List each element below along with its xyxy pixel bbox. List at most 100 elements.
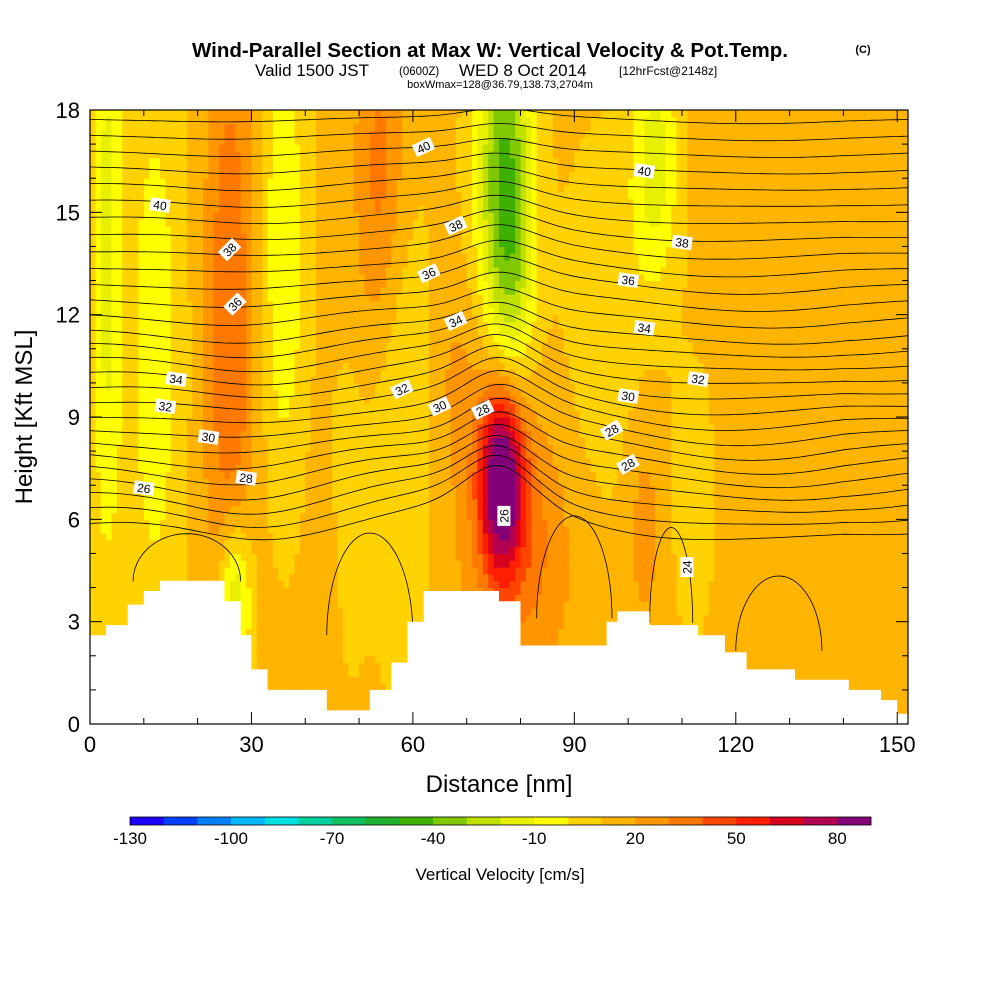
field-cell <box>229 505 236 514</box>
field-cell <box>213 307 220 316</box>
field-cell <box>251 662 258 671</box>
field-cell <box>154 546 161 555</box>
field-cell <box>100 587 107 595</box>
field-cell <box>337 689 344 698</box>
field-cell <box>116 301 123 309</box>
field-cell <box>165 246 172 254</box>
field-cell <box>289 410 296 418</box>
field-cell <box>240 587 247 595</box>
field-cell <box>272 430 279 439</box>
field-cell <box>246 123 253 132</box>
field-cell <box>326 628 333 636</box>
field-cell <box>95 526 102 534</box>
field-cell <box>289 464 296 473</box>
field-cell <box>364 266 371 275</box>
field-cell <box>219 130 226 138</box>
field-cell <box>289 287 296 295</box>
field-cell <box>364 655 371 664</box>
field-cell <box>283 321 290 329</box>
field-cell <box>272 587 279 595</box>
field-cell <box>143 191 150 200</box>
field-cell <box>224 314 231 323</box>
field-cell <box>342 239 349 248</box>
field-cell <box>208 307 215 316</box>
field-cell <box>342 116 349 125</box>
field-cell <box>256 110 263 118</box>
field-cell <box>283 471 290 479</box>
field-cell <box>133 150 140 159</box>
field-cell <box>278 110 285 118</box>
field-cell <box>380 355 387 364</box>
field-cell <box>326 396 333 404</box>
field-cell <box>369 553 376 561</box>
field-cell <box>176 273 183 282</box>
field-cell <box>375 546 382 555</box>
field-cell <box>133 464 140 473</box>
field-cell <box>375 492 382 500</box>
field-cell <box>224 287 231 295</box>
field-cell <box>154 287 161 295</box>
field-cell <box>353 314 360 323</box>
field-cell <box>359 157 366 166</box>
field-cell <box>235 110 242 118</box>
field-cell <box>192 560 199 568</box>
field-cell <box>251 301 258 309</box>
field-cell <box>229 410 236 418</box>
field-cell <box>219 539 226 548</box>
field-cell <box>262 532 269 541</box>
field-cell <box>235 130 242 138</box>
field-cell <box>197 301 204 309</box>
field-cell <box>326 621 333 630</box>
field-cell <box>321 457 328 466</box>
field-cell <box>246 608 253 616</box>
field-cell <box>353 150 360 159</box>
field-cell <box>213 335 220 343</box>
field-cell <box>256 546 263 555</box>
field-cell <box>310 219 317 227</box>
field-cell <box>90 212 96 220</box>
field-cell <box>375 669 382 677</box>
field-cell <box>375 614 382 623</box>
field-cell <box>353 532 360 541</box>
field-cell <box>332 696 339 705</box>
field-cell <box>316 341 323 350</box>
field-cell <box>170 219 177 227</box>
field-cell <box>111 614 118 623</box>
field-cell <box>337 273 344 282</box>
field-cell <box>208 478 215 486</box>
field-cell <box>133 328 140 336</box>
field-cell <box>197 280 204 288</box>
field-cell <box>364 498 371 507</box>
field-cell <box>305 123 312 132</box>
field-cell <box>299 246 306 254</box>
field-cell <box>380 478 387 486</box>
field-cell <box>348 178 355 186</box>
field-cell <box>170 478 177 486</box>
field-cell <box>100 437 107 445</box>
field-cell <box>353 144 360 152</box>
field-cell <box>256 137 263 145</box>
field-cell <box>122 321 129 329</box>
field-cell <box>278 478 285 486</box>
field-cell <box>262 191 269 200</box>
field-cell <box>299 396 306 404</box>
field-cell <box>316 608 323 616</box>
field-cell <box>316 457 323 466</box>
field-cell <box>262 144 269 152</box>
field-cell <box>208 471 215 479</box>
field-cell <box>224 185 231 193</box>
field-cell <box>127 560 134 568</box>
field-cell <box>267 635 274 643</box>
field-cell <box>138 328 145 336</box>
field-cell <box>176 567 183 575</box>
field-cell <box>203 369 209 377</box>
field-cell <box>364 676 371 684</box>
field-cell <box>133 567 140 575</box>
field-cell <box>90 341 96 350</box>
field-cell <box>95 512 102 520</box>
field-cell <box>316 662 323 671</box>
field-cell <box>143 341 150 350</box>
field-cell <box>186 280 193 288</box>
field-cell <box>267 683 274 691</box>
field-cell <box>380 280 387 288</box>
